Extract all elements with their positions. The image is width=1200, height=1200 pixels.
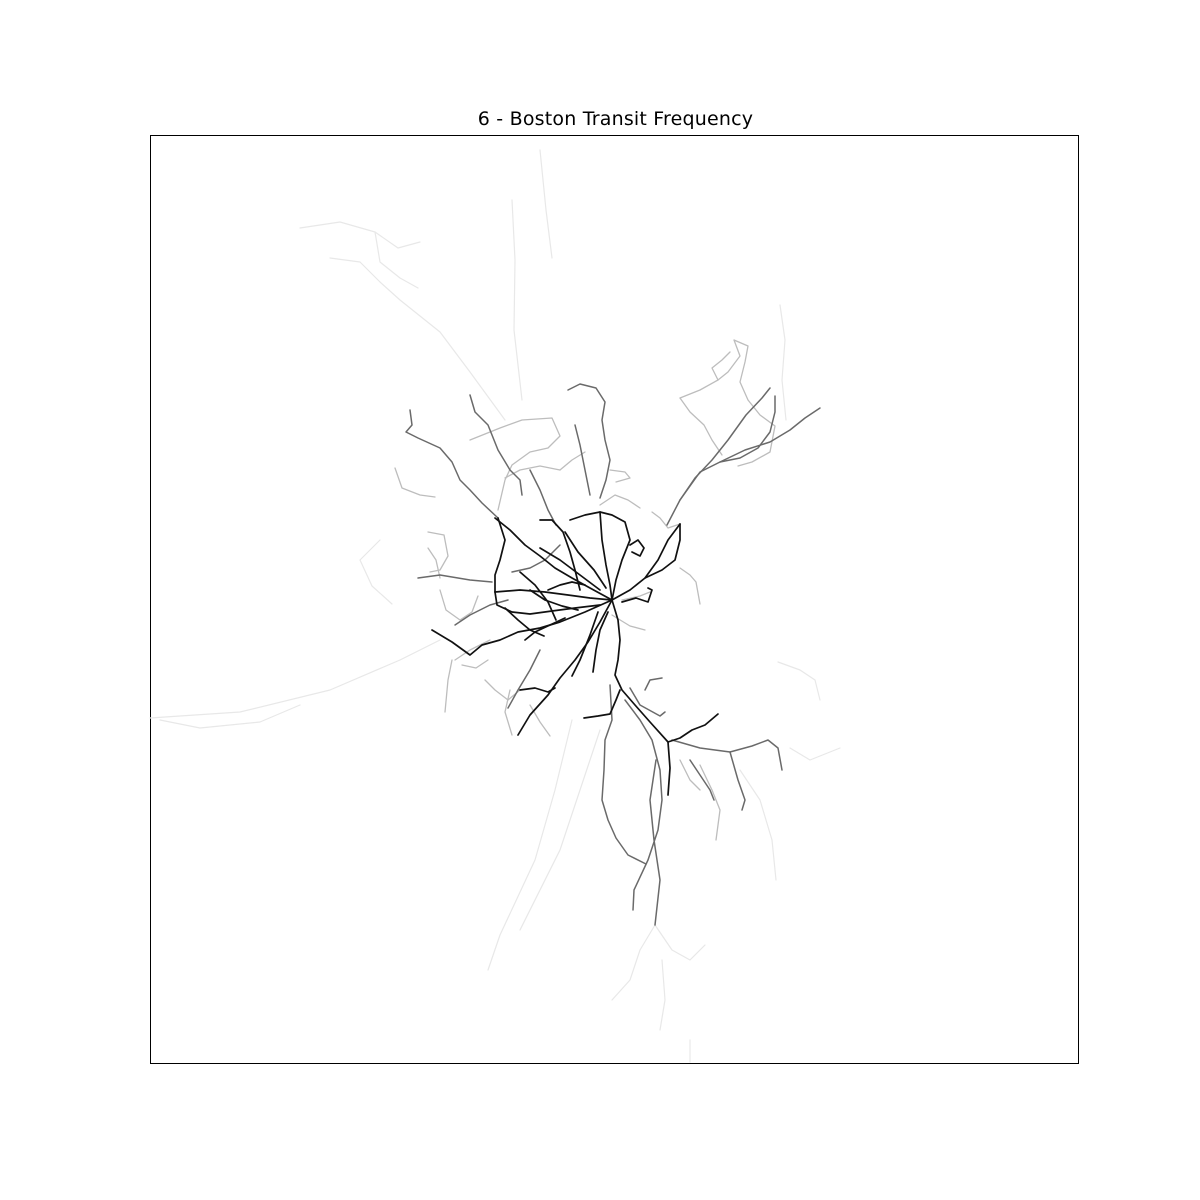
route-line (609, 469, 631, 483)
route-line (629, 687, 666, 717)
routes-low-frequency (394, 339, 776, 841)
route-line (529, 704, 551, 737)
route-line (659, 959, 666, 1031)
route-line (567, 383, 611, 499)
route-line (621, 591, 651, 601)
route-line (559, 451, 586, 471)
route-line (469, 417, 561, 511)
route-line (679, 567, 701, 605)
route-line (394, 467, 436, 498)
route-line (444, 659, 453, 713)
routes-very-low-frequency (149, 149, 841, 1063)
route-line (524, 617, 566, 641)
route-line (299, 221, 421, 249)
route-line (599, 511, 613, 601)
route-line (699, 764, 721, 841)
route-line (494, 591, 601, 615)
route-line (679, 339, 776, 467)
route-line (599, 494, 641, 509)
route-line (719, 407, 821, 463)
route-line (649, 759, 661, 926)
route-line (644, 523, 681, 579)
route-line (711, 351, 731, 381)
route-line (427, 531, 449, 573)
route-line (611, 599, 671, 796)
route-line (374, 231, 419, 289)
route-line (592, 611, 609, 673)
route-line (439, 589, 479, 621)
routes-high-frequency (431, 511, 719, 796)
route-line (624, 699, 663, 911)
route-line (779, 304, 787, 421)
route-line (569, 511, 631, 601)
route-line (583, 689, 621, 719)
route-line (405, 409, 499, 519)
route-line (454, 599, 509, 626)
route-line (629, 539, 645, 557)
route-line (507, 649, 541, 709)
route-line (454, 639, 491, 661)
route-line (519, 571, 557, 621)
route-line (359, 539, 393, 605)
route-line (667, 713, 719, 743)
route-line (679, 395, 776, 501)
route-line (777, 661, 821, 701)
route-line (539, 519, 581, 591)
route-line (611, 924, 656, 1001)
route-line (539, 547, 601, 591)
route-line (417, 574, 493, 583)
route-line (504, 607, 545, 637)
route-line (679, 397, 723, 456)
route-line (621, 587, 653, 603)
route-line (511, 199, 523, 401)
route-line (671, 739, 783, 771)
route-line (494, 517, 613, 601)
route-line (504, 465, 561, 479)
route-line (739, 769, 777, 881)
route-line (654, 924, 706, 961)
route-line (484, 679, 521, 701)
route-line (494, 589, 613, 601)
route-line (494, 517, 506, 593)
route-line (574, 424, 591, 496)
route-line (329, 257, 506, 421)
route-line (601, 684, 647, 865)
route-line (149, 639, 441, 719)
route-line (504, 689, 513, 736)
route-line (564, 531, 607, 589)
route-line (571, 611, 599, 677)
route-line (461, 659, 489, 669)
route-line (644, 677, 663, 691)
routes-medium-frequency (405, 383, 821, 926)
route-line (547, 581, 586, 591)
route-line (431, 599, 613, 656)
route-line (487, 719, 573, 971)
route-line (511, 544, 561, 573)
route-line (159, 704, 301, 729)
route-line (651, 511, 681, 529)
route-line (427, 547, 441, 579)
route-line (519, 687, 556, 693)
route-line (689, 759, 715, 801)
route-line (789, 747, 841, 761)
route-line (729, 751, 746, 811)
route-line (519, 729, 601, 931)
route-line (611, 523, 681, 601)
route-line (539, 149, 553, 259)
route-line (469, 394, 523, 496)
route-line (679, 759, 701, 791)
chart-title: 6 - Boston Transit Frequency (477, 108, 754, 130)
axes-frame (150, 135, 1079, 1064)
route-line (517, 599, 613, 736)
route-line (529, 469, 557, 526)
route-line (529, 589, 579, 611)
